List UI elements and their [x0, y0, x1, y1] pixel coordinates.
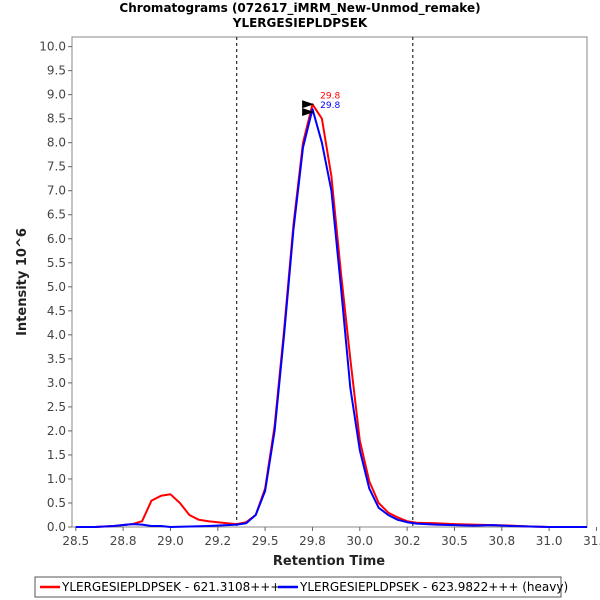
y-axis-label: Intensity 10^6	[15, 228, 30, 336]
x-tick-label: 28.8	[110, 534, 137, 548]
y-axis: 0.0 0.5 1.0 1.5 2.0 2.5 3.0 3.5 4.0 4.5 5.0 5.5 6.0 6…	[39, 40, 72, 534]
x-tick-label: 30.0	[346, 534, 373, 548]
x-tick-label: 29.2	[204, 534, 231, 548]
y-tick-label: 9.0	[47, 88, 66, 102]
y-tick-label: 4.0	[47, 328, 66, 342]
y-tick-label: 2.0	[47, 424, 66, 438]
peak-markers: 29.829.8	[302, 91, 340, 117]
y-tick-label: 3.5	[47, 352, 66, 366]
x-tick-label: 29.8	[299, 534, 326, 548]
y-tick-label: 5.5	[47, 256, 66, 270]
x-tick-label: 28.5	[62, 534, 89, 548]
x-axis: 28.5 28.8 29.0 29.2 29.5 29.8 30.0 30.2 30.5 30.8…	[62, 527, 600, 548]
x-tick-label: 29.5	[252, 534, 279, 548]
y-tick-label: 0.5	[47, 496, 66, 510]
peak-arrow-icon	[302, 108, 315, 117]
x-tick-label: 29.0	[157, 534, 184, 548]
y-tick-label: 3.0	[47, 376, 66, 390]
legend: YLERGESIEPLDPSEK - 621.3108+++ YLERGESIE…	[34, 576, 568, 598]
y-tick-label: 1.0	[47, 472, 66, 486]
chart-subtitle: YLERGESIEPLDPSEK	[232, 16, 368, 30]
y-tick-label: 6.5	[47, 208, 66, 222]
x-tick-label: 31.0	[536, 534, 563, 548]
legend-label-light: YLERGESIEPLDPSEK - 621.3108+++	[61, 580, 280, 594]
y-tick-label: 8.0	[47, 136, 66, 150]
y-tick-label: 9.5	[47, 64, 66, 78]
peak-label: 29.8	[320, 91, 340, 101]
series-line-heavy	[75, 108, 587, 528]
y-tick-label: 7.0	[47, 184, 66, 198]
y-tick-label: 8.5	[47, 112, 66, 126]
chart-title: Chromatograms (072617_iMRM_New-Unmod_rem…	[119, 1, 480, 16]
y-tick-label: 4.5	[47, 304, 66, 318]
plot-area	[71, 36, 588, 528]
series-lines	[75, 103, 587, 528]
y-tick-label: 2.5	[47, 400, 66, 414]
y-tick-label: 10.0	[39, 40, 66, 54]
y-tick-label: 1.5	[47, 448, 66, 462]
peak-label: 29.8	[320, 101, 340, 111]
y-tick-label: 5.0	[47, 280, 66, 294]
integration-boundaries	[236, 37, 414, 527]
peak-arrow-icon	[302, 100, 315, 109]
x-tick-label: 30.8	[488, 534, 515, 548]
x-tick-label: 31.2	[583, 534, 600, 548]
x-tick-label: 30.5	[441, 534, 468, 548]
x-axis-label: Retention Time	[273, 554, 385, 569]
y-tick-label: 7.5	[47, 160, 66, 174]
x-tick-label: 30.2	[394, 534, 421, 548]
y-tick-label: 6.0	[47, 232, 66, 246]
legend-label-heavy: YLERGESIEPLDPSEK - 623.9822+++ (heavy)	[299, 580, 568, 594]
y-tick-label: 0.0	[47, 520, 66, 534]
